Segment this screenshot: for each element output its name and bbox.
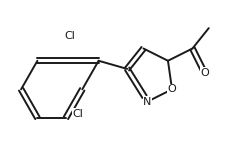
Text: O: O (200, 68, 209, 78)
Text: O: O (168, 84, 176, 94)
Text: Cl: Cl (64, 31, 75, 41)
Text: N: N (143, 97, 152, 107)
Text: Cl: Cl (73, 109, 84, 119)
